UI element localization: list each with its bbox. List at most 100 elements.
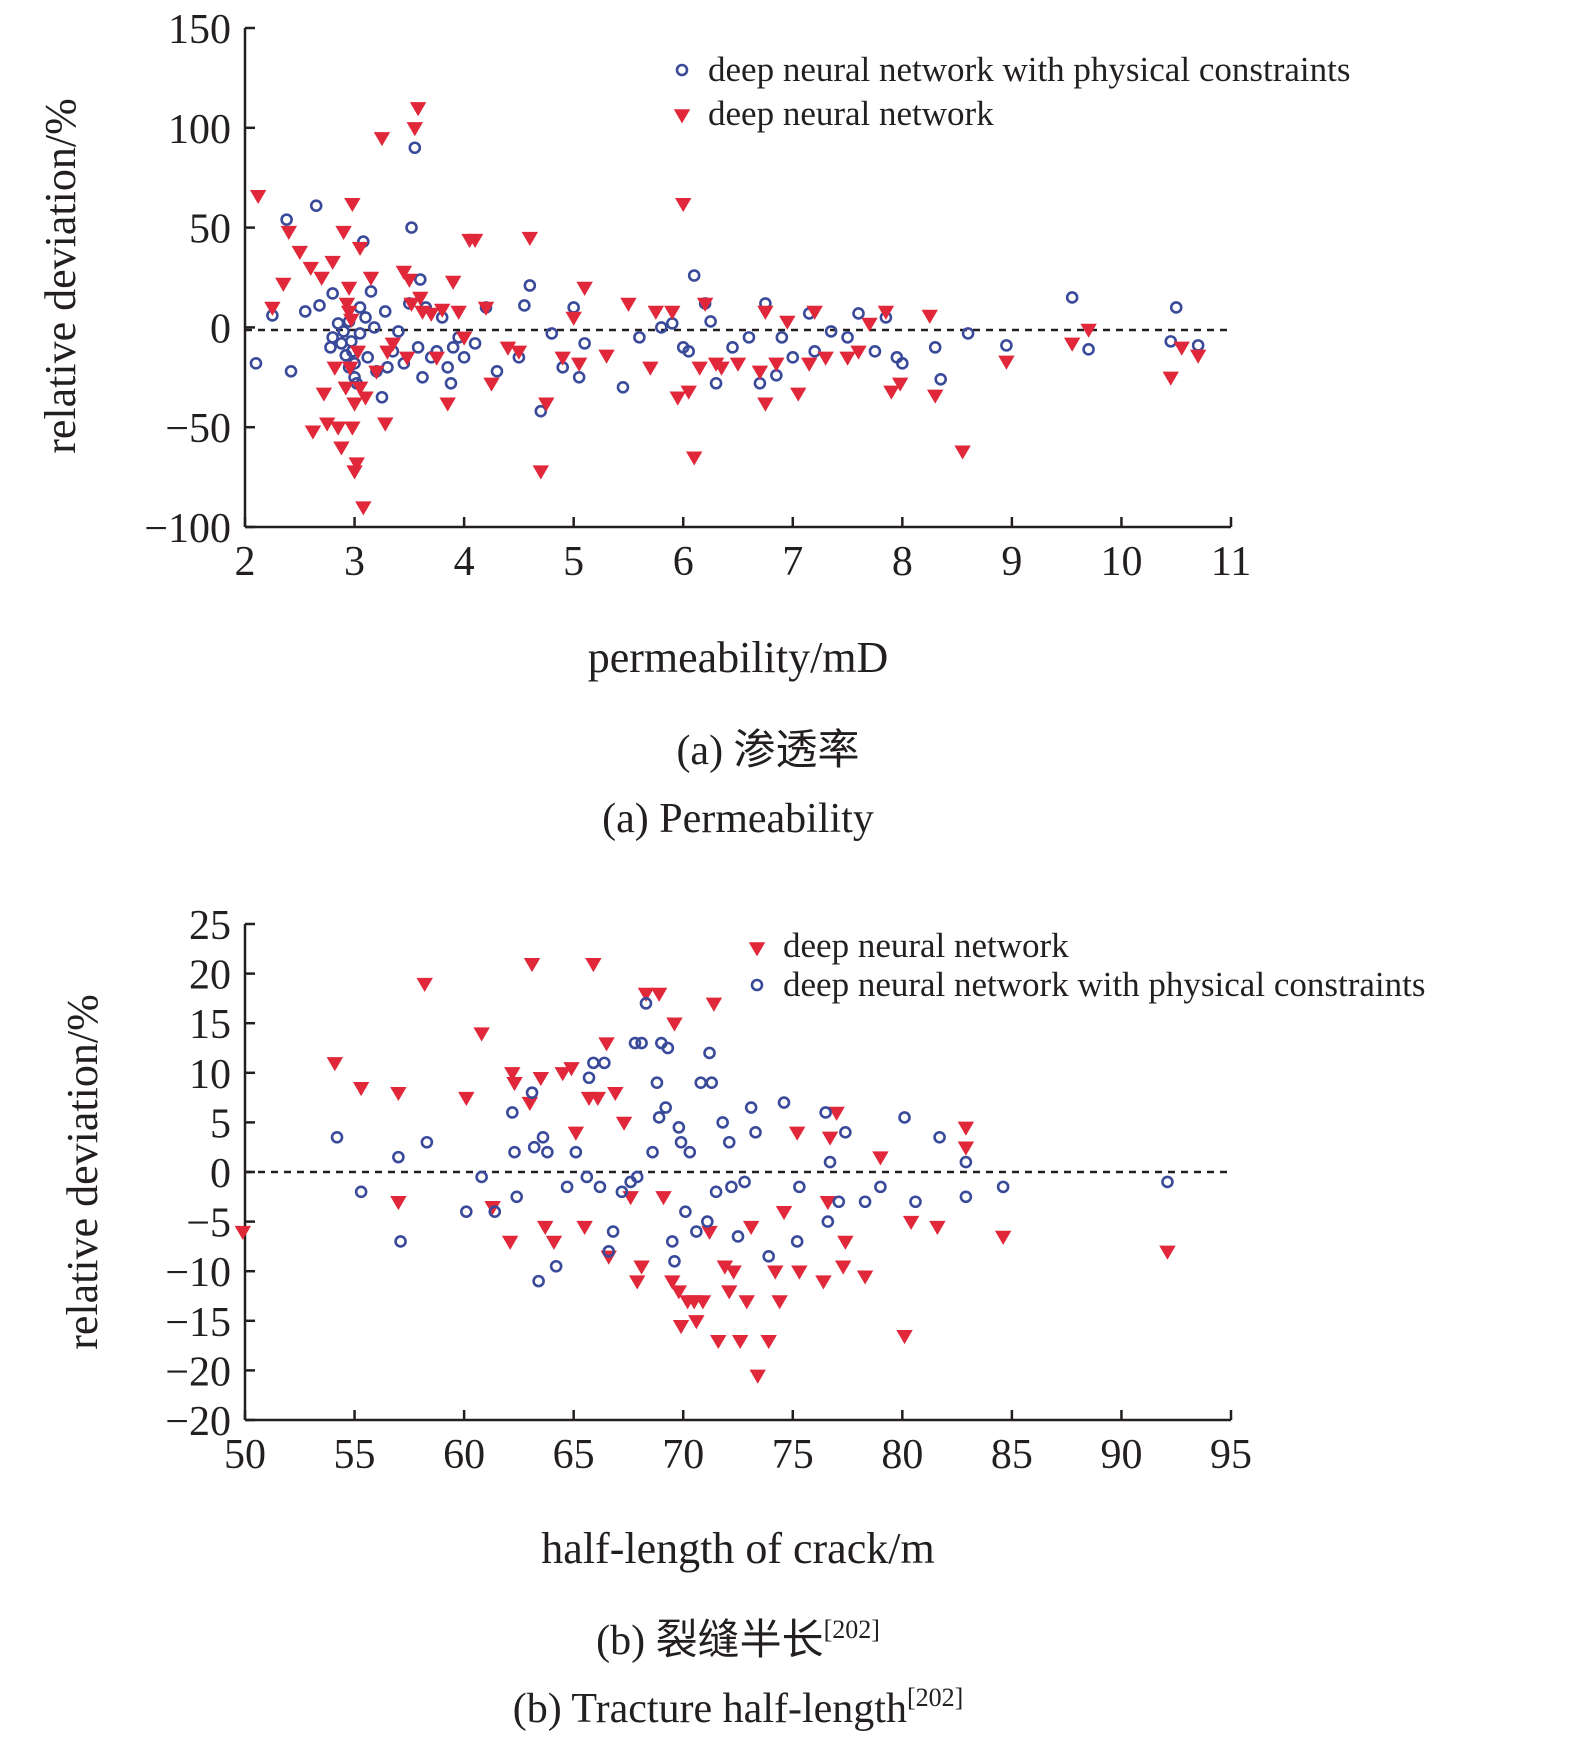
chart-a-point-triangle [998,355,1015,370]
chart-b-point-circle [996,1180,1010,1194]
chart-b-ticks: 50 55 60 65 70 75 80 85 90 95−20−20−15−10−5051015… [165,903,1252,1478]
chart-b: 50 55 60 65 70 75 80 85 90 95−20−20−15−10−5051015… [58,903,1425,1732]
chart-b-point-circle [874,1180,887,1194]
chart-b-point-circle [615,1185,629,1199]
chart-a-point-circle [405,221,418,234]
chart-a-point-triangle [680,385,697,400]
chart-b-point-triangle [896,1329,913,1345]
chart-a-point-triangle [264,301,281,316]
chart-b-point-circle [959,1155,973,1169]
chart-b-y-tick-label: 0 [210,1151,231,1197]
chart-b-point-triangle [637,987,655,1002]
chart-b-point-circle [639,997,653,1010]
chart-b-point-circle [394,1235,407,1248]
chart-a-point-circle [359,311,372,324]
chart-a-point-circle [375,390,389,404]
chart-b-x-tick-label: 70 [662,1432,704,1478]
chart-b-point-circle [488,1205,502,1218]
chart-b-point-triangle [416,977,433,992]
chart-b-point-triangle [767,1265,784,1280]
chart-a-point-circle [344,335,358,348]
chart-b-point-circle [420,1135,434,1149]
chart-b-y-tick-label: −20 [165,1349,231,1395]
chart-b-caption-en: (b) Tracture half-length[202] [513,1683,964,1732]
chart-b-point-circle [652,1111,666,1124]
chart-b-point-circle [690,1225,703,1238]
chart-a-point-circle [361,351,375,364]
legend-b-circle-marker [750,978,764,992]
chart-b-point-circle [703,1046,716,1060]
chart-a-point-triangle [398,351,416,366]
chart-a-point-triangle [790,387,807,402]
chart-b-y-tick-label: 15 [189,1002,231,1048]
chart-b-x-tick-label: 60 [443,1432,485,1478]
chart-b-x-axis-title: half-length of crack/m [541,1524,934,1573]
chart-b-point-triangle [815,1275,832,1290]
chart-a-point-circle [1169,301,1183,314]
chart-a-point-triangle [926,389,944,404]
chart-b-point-triangle [664,1275,681,1290]
chart-b-point-circle [668,1254,681,1268]
chart-a-point-triangle [850,345,867,360]
chart-b-point-circle [510,1190,523,1204]
chart-b-point-triangle [326,1057,344,1072]
chart-a-point-triangle [921,309,938,324]
chart-a-point-triangle [538,397,555,412]
chart-a-point-triangle [249,189,267,205]
chart-a-point-triangle [570,357,588,372]
chart-b-point-circle [560,1180,574,1194]
chart-a-point-circle [335,337,348,350]
chart-b-point-triangle [615,1116,633,1131]
chart-a-point-circle [824,325,838,338]
chart-b-point-circle [832,1195,846,1209]
chart-a-point-circle [868,345,882,358]
chart-a-point-circle [1191,339,1205,352]
chart-a-point-triangle [1162,371,1179,386]
chart-a-x-tick-label: 2 [235,539,256,585]
legend-b-triangle-marker [748,942,766,957]
chart-a-point-circle [280,213,293,226]
chart-a-x-tick-label: 7 [782,539,803,585]
chart-b-y-tick-label: −15 [165,1300,231,1346]
chart-b-x-tick-label: 65 [553,1432,595,1478]
chart-a-point-triangle [521,231,539,246]
chart-a-point-triangle [675,197,692,213]
chart-a-point-triangle [315,387,333,402]
chart-a-point-circle [775,331,789,344]
chart-a-point-circle [446,341,460,354]
chart-b-point-circle [635,1036,648,1050]
chart-b-point-circle [541,1145,554,1159]
chart-a-point-triangle [343,313,360,328]
chart-b-caption-cn-text: (b) 裂缝半长 [596,1618,823,1664]
chart-b-point-triangle [585,957,602,973]
chart-a-point-triangle [499,341,517,356]
chart-a-point-triangle [1173,341,1190,356]
chart-a-point-triangle [344,421,361,436]
chart-a-point-circle [742,331,756,344]
chart-b-point-triangle [834,1260,852,1275]
chart-b-point-circle [858,1195,872,1209]
chart-a-point-circle [934,372,947,386]
chart-a-point-triangle [326,361,344,376]
chart-b-point-circle [709,1185,723,1199]
chart-b-point-triangle [837,1235,854,1250]
chart-a-point-triangle [751,365,769,380]
chart-a-point-circle [298,305,312,318]
chart-b-point-circle [587,1056,600,1070]
chart-a-point-circle [726,341,739,354]
chart-b-point-circle [661,1041,675,1055]
chart-a-x-tick-label: 6 [673,539,694,585]
chart-a-point-triangle [806,305,823,320]
chart-b-point-triangle [957,1141,975,1156]
chart-b-point-triangle [929,1220,946,1235]
chart-b-point-triangle [352,1081,370,1097]
chart-a-point-circle [284,365,298,378]
chart-a-point-circle [326,287,339,300]
chart-a-x-tick-label: 8 [892,539,913,585]
chart-a-point-circle [326,331,339,344]
legend-b-circle-label: deep neural network with physical constr… [783,965,1425,1004]
chart-b-point-triangle [742,1220,760,1235]
chart-b-point-triangle [670,1285,688,1300]
chart-a-point-circle [353,301,367,314]
